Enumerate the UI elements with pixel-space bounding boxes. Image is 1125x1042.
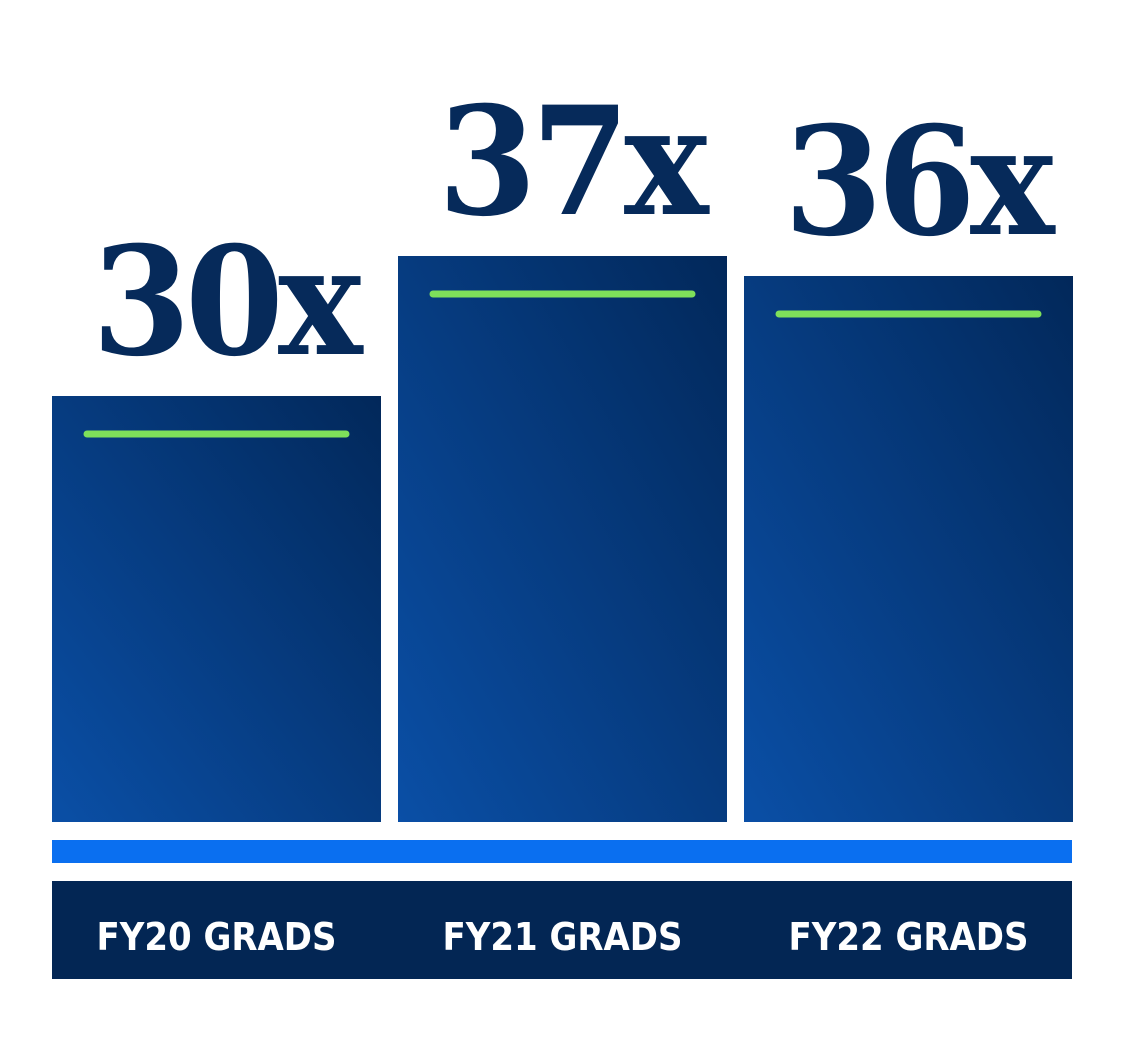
baseline-stripe bbox=[52, 840, 1072, 863]
value-label-3: 36x bbox=[784, 94, 1056, 270]
category-labels-group: FY20 GRADS FY21 GRADS FY22 GRADS bbox=[97, 915, 1029, 959]
category-footer-band bbox=[52, 881, 1072, 979]
category-label-2: FY21 GRADS bbox=[443, 915, 683, 959]
category-label-1: FY20 GRADS bbox=[97, 915, 337, 959]
value-labels-group: 30x 37x 36x bbox=[92, 74, 1062, 390]
bars-group bbox=[52, 256, 1073, 822]
bar-1 bbox=[52, 396, 381, 822]
value-label-2: 37x bbox=[438, 74, 710, 250]
marker-lines-group bbox=[83, 290, 1042, 438]
category-label-3: FY22 GRADS bbox=[789, 915, 1029, 959]
bar-3 bbox=[744, 276, 1073, 822]
bar-2 bbox=[398, 256, 727, 822]
value-label-1: 30x bbox=[92, 214, 364, 390]
